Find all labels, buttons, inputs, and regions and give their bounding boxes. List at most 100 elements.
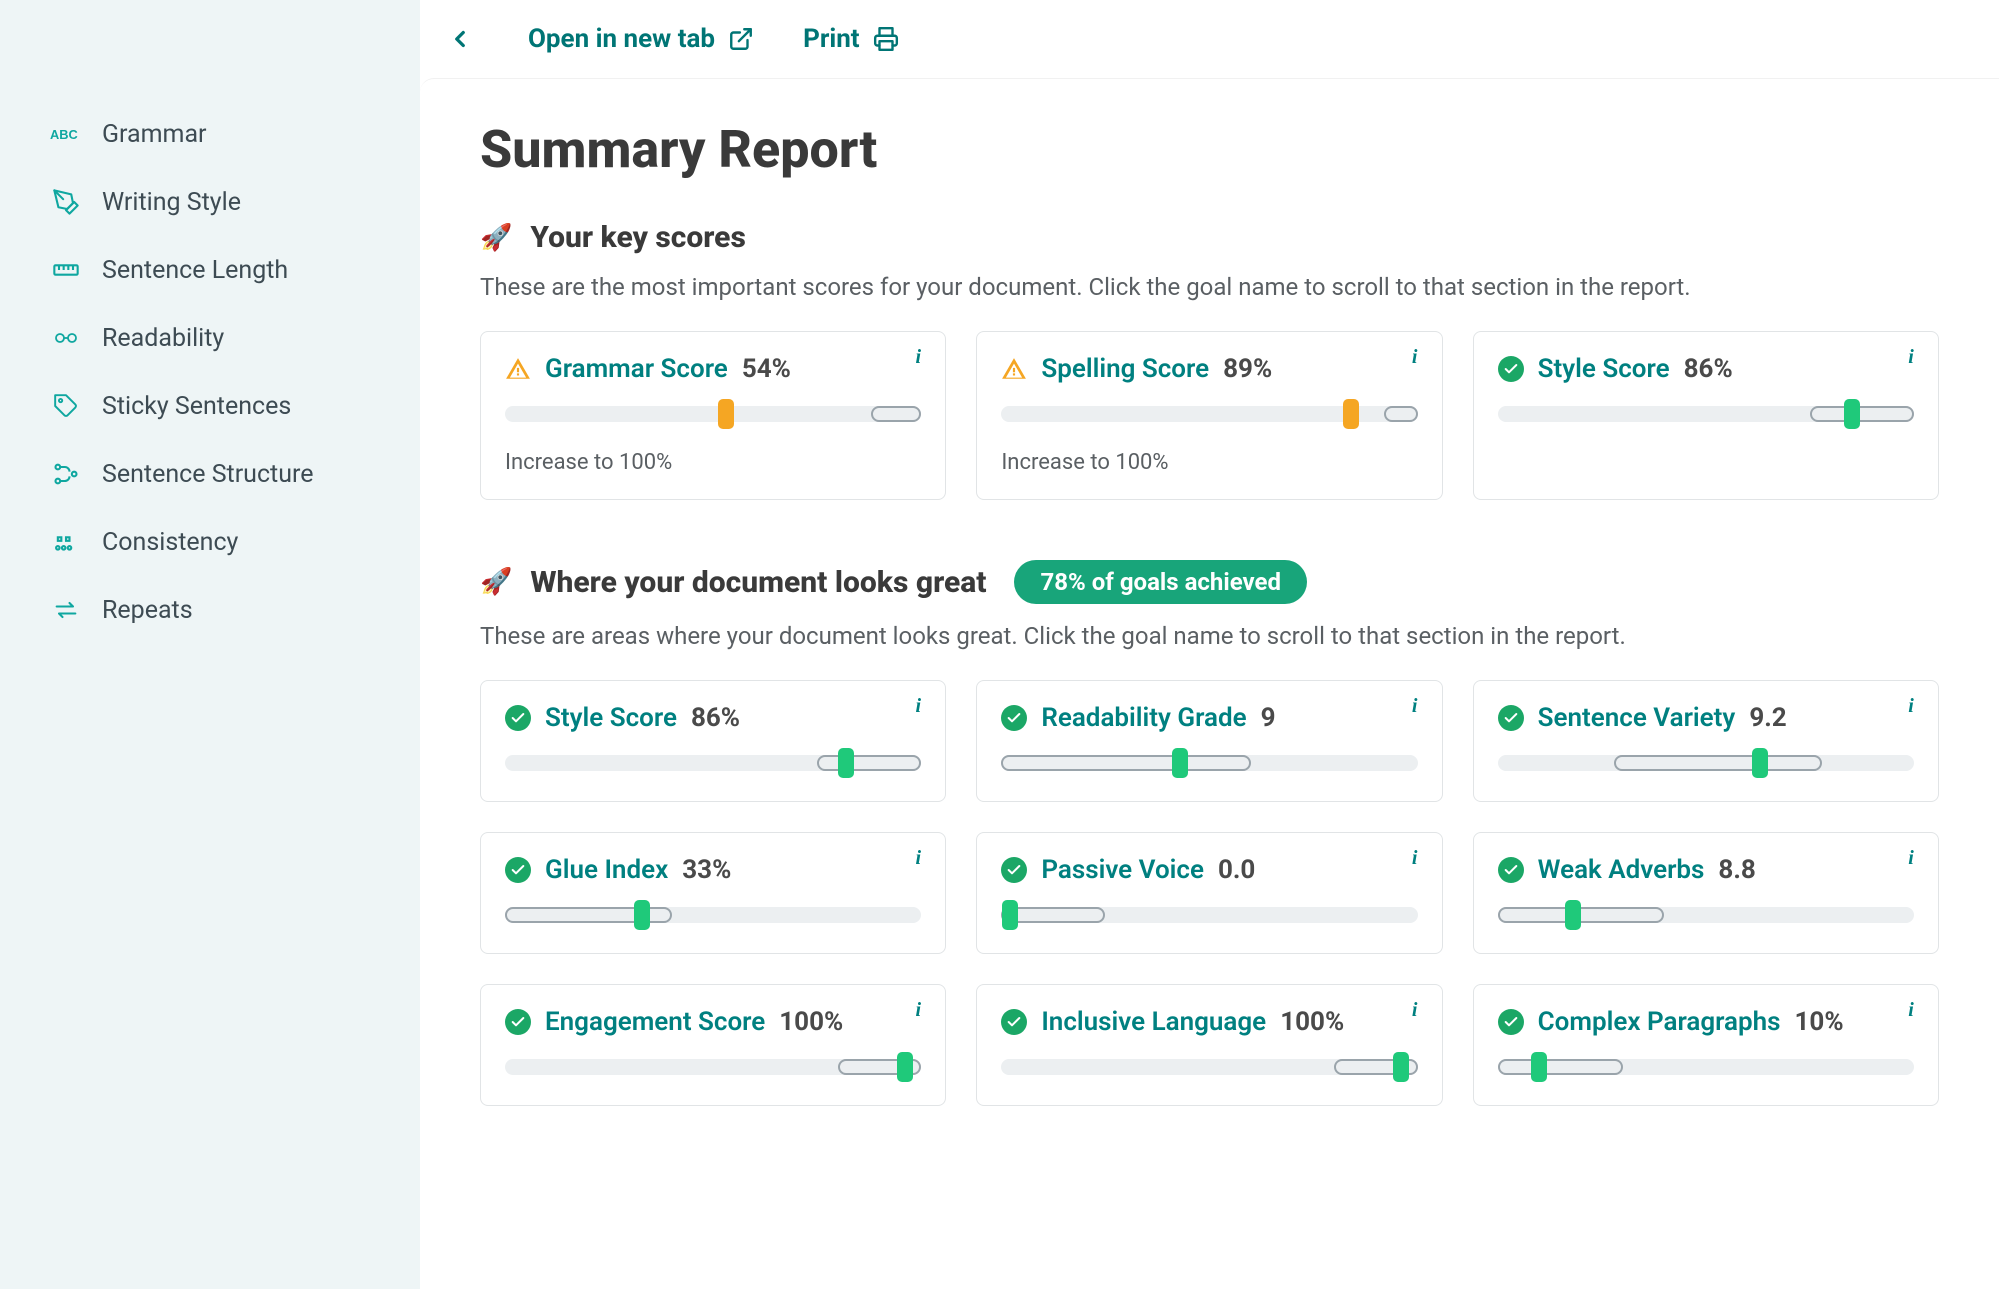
- great-header: 🚀 Where your document looks great 78% of…: [480, 560, 1939, 604]
- open-new-tab-label: Open in new tab: [528, 24, 715, 54]
- score-card: iStyle Score 86%: [480, 680, 946, 802]
- score-card: iComplex Paragraphs 10%: [1473, 984, 1939, 1106]
- score-slider: [1001, 907, 1417, 923]
- check-icon: [1001, 857, 1027, 883]
- score-slider: [1498, 1059, 1914, 1075]
- warning-icon: [505, 356, 531, 382]
- sidebar-item-grammar[interactable]: ABC Grammar: [40, 100, 390, 168]
- sidebar-item-label: Consistency: [102, 528, 238, 557]
- sidebar-item-consistency[interactable]: Consistency: [40, 508, 390, 576]
- check-icon: [505, 1009, 531, 1035]
- external-link-icon: [727, 25, 755, 53]
- info-button[interactable]: i: [907, 847, 929, 869]
- score-label[interactable]: Sentence Variety: [1538, 703, 1736, 733]
- glasses-icon: [50, 322, 82, 354]
- info-button[interactable]: i: [907, 346, 929, 368]
- sidebar: ABC Grammar Writing Style Sentence Length Re…: [0, 0, 420, 1289]
- sidebar-item-label: Repeats: [102, 596, 193, 625]
- sidebar-item-label: Readability: [102, 324, 224, 353]
- score-slider: [1001, 755, 1417, 771]
- pen-icon: [50, 186, 82, 218]
- check-icon: [505, 857, 531, 883]
- sidebar-item-sticky-sentences[interactable]: Sticky Sentences: [40, 372, 390, 440]
- print-button[interactable]: Print: [803, 24, 900, 54]
- info-button[interactable]: i: [1900, 847, 1922, 869]
- score-slider: [1001, 406, 1417, 422]
- score-label[interactable]: Passive Voice: [1041, 855, 1204, 885]
- check-icon: [1001, 705, 1027, 731]
- score-value: 100%: [1280, 1007, 1344, 1037]
- score-value: 0.0: [1218, 855, 1255, 885]
- sidebar-item-label: Sentence Length: [102, 256, 288, 285]
- key-scores-header: 🚀 Your key scores: [480, 220, 1939, 255]
- info-button[interactable]: i: [1900, 346, 1922, 368]
- score-card: i Passive Voice 0.0: [976, 832, 1442, 954]
- score-card: i Glue Index 33%: [480, 832, 946, 954]
- sidebar-item-label: Writing Style: [102, 188, 241, 217]
- info-button[interactable]: i: [907, 999, 929, 1021]
- sidebar-item-label: Sentence Structure: [102, 460, 314, 489]
- quotes-icon: [50, 526, 82, 558]
- sidebar-item-sentence-length[interactable]: Sentence Length: [40, 236, 390, 304]
- score-value: 9: [1261, 703, 1276, 733]
- score-label[interactable]: Weak Adverbs: [1538, 855, 1705, 885]
- score-label[interactable]: Style Score: [1538, 354, 1670, 384]
- score-card: iEngagement Score 100%: [480, 984, 946, 1106]
- info-button[interactable]: i: [1900, 695, 1922, 717]
- print-icon: [872, 25, 900, 53]
- score-slider: [505, 907, 921, 923]
- sidebar-item-sentence-structure[interactable]: Sentence Structure: [40, 440, 390, 508]
- score-note: Increase to 100%: [1001, 450, 1417, 475]
- score-value: 89%: [1223, 354, 1272, 384]
- score-value: 54%: [742, 354, 791, 384]
- score-label[interactable]: Grammar Score: [545, 354, 728, 384]
- sidebar-item-readability[interactable]: Readability: [40, 304, 390, 372]
- open-new-tab-button[interactable]: Open in new tab: [528, 24, 755, 54]
- score-label[interactable]: Readability Grade: [1041, 703, 1246, 733]
- score-slider: [505, 1059, 921, 1075]
- score-card: iSentence Variety 9.2: [1473, 680, 1939, 802]
- great-desc: These are areas where your document look…: [480, 622, 1939, 650]
- check-icon: [505, 705, 531, 731]
- score-label[interactable]: Spelling Score: [1041, 354, 1209, 384]
- score-label[interactable]: Engagement Score: [545, 1007, 765, 1037]
- score-label[interactable]: Inclusive Language: [1041, 1007, 1266, 1037]
- info-button[interactable]: i: [1900, 999, 1922, 1021]
- check-icon: [1001, 1009, 1027, 1035]
- ruler-icon: [50, 254, 82, 286]
- svg-text:ABC: ABC: [50, 127, 78, 142]
- score-card: i Inclusive Language 100%: [976, 984, 1442, 1106]
- sidebar-item-writing-style[interactable]: Writing Style: [40, 168, 390, 236]
- key-scores-desc: These are the most important scores for …: [480, 273, 1939, 301]
- check-icon: [1498, 857, 1524, 883]
- goals-achieved-badge: 78% of goals achieved: [1014, 560, 1307, 604]
- sidebar-item-label: Grammar: [102, 120, 207, 149]
- score-label[interactable]: Complex Paragraphs: [1538, 1007, 1781, 1037]
- score-slider: [505, 755, 921, 771]
- check-icon: [1498, 356, 1524, 382]
- info-button[interactable]: i: [1404, 847, 1426, 869]
- score-value: 33%: [682, 855, 731, 885]
- topbar: Open in new tab Print: [420, 0, 1999, 78]
- key-scores-title: Your key scores: [530, 220, 745, 255]
- info-button[interactable]: i: [1404, 695, 1426, 717]
- page-title: Summary Report: [480, 119, 1939, 180]
- info-button[interactable]: i: [907, 695, 929, 717]
- info-button[interactable]: i: [1404, 346, 1426, 368]
- rocket-icon: 🚀: [480, 567, 512, 597]
- back-button[interactable]: [440, 19, 480, 59]
- score-label[interactable]: Style Score: [545, 703, 677, 733]
- key-scores-cards: i Grammar Score 54% Increase to 100% i Spell…: [480, 331, 1939, 500]
- swap-icon: [50, 594, 82, 626]
- abc-icon: ABC: [50, 118, 82, 150]
- info-button[interactable]: i: [1404, 999, 1426, 1021]
- nodes-icon: [50, 458, 82, 490]
- great-title: Where your document looks great: [530, 565, 986, 600]
- check-icon: [1498, 1009, 1524, 1035]
- main: Open in new tab Print Summary Report 🚀 Y…: [420, 0, 1999, 1289]
- score-card: i Spelling Score 89% Increase to 100%: [976, 331, 1442, 500]
- score-slider: [1001, 1059, 1417, 1075]
- sidebar-item-repeats[interactable]: Repeats: [40, 576, 390, 644]
- score-label[interactable]: Glue Index: [545, 855, 668, 885]
- print-label: Print: [803, 24, 860, 54]
